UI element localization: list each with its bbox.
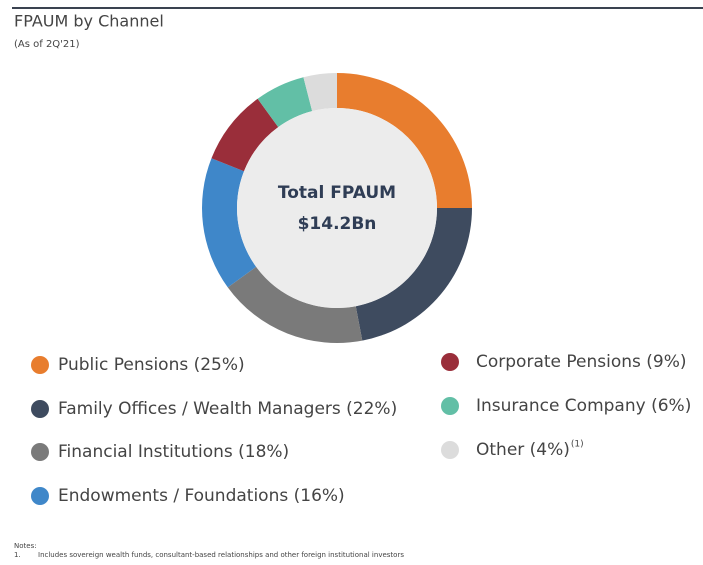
legend-swatch [441,397,459,415]
note-number: 1. [14,551,21,559]
slice [355,208,472,341]
notes-heading: Notes: [14,542,37,550]
legend-label: Public Pensions (25%) [58,355,245,375]
slice [227,266,363,344]
slice [303,73,337,112]
legend-label: Insurance Company (6%) [476,396,691,416]
donut-hole [237,108,437,308]
legend-label: Other (4%) [476,440,570,460]
slice [201,158,257,288]
slice [257,77,313,128]
legend-label: Financial Institutions (18%) [58,442,289,462]
legend-superscript: (1) [571,440,584,450]
note-text: Includes sovereign wealth funds, consult… [38,551,404,559]
legend-swatch [31,356,49,374]
chart-subtitle: (As of 2Q'21) [14,39,80,50]
legend-swatch [31,400,49,418]
center-value: $14.2Bn [298,214,377,234]
slice [337,73,472,208]
center-label: Total FPAUM [278,183,396,203]
legend-swatch [441,441,459,459]
chart-title: FPAUM by Channel [14,12,164,31]
legend-label: Endowments / Foundations (16%) [58,486,345,506]
donut [201,73,472,344]
legend-label: Family Offices / Wealth Managers (22%) [58,399,397,419]
legend-label: Corporate Pensions (9%) [476,352,687,372]
legend-swatch [31,443,49,461]
legend-swatch [31,487,49,505]
slice [211,98,279,172]
legend: Public Pensions (25%) Family Offices / We… [31,352,691,506]
legend-swatch [441,353,459,371]
